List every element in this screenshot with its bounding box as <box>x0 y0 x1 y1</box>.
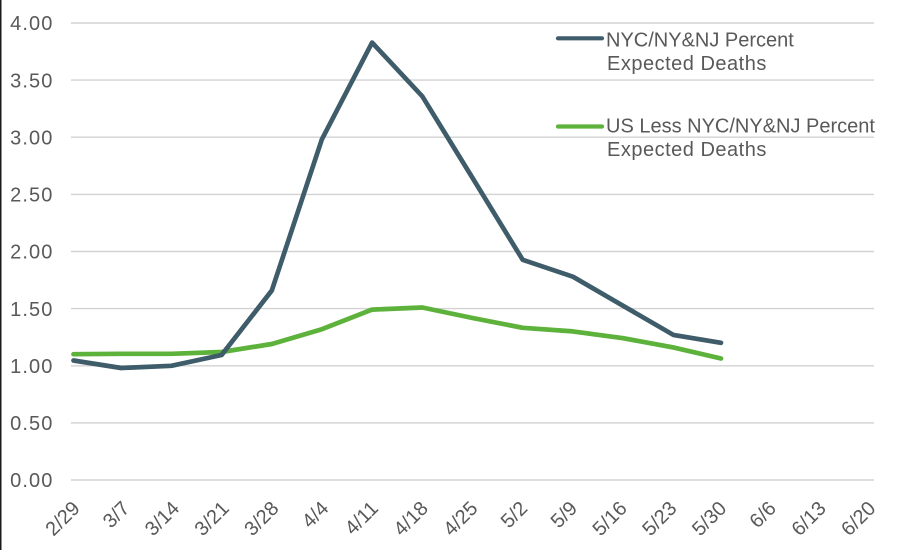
svg-text:3.00: 3.00 <box>10 127 53 149</box>
svg-text:Expected Deaths: Expected Deaths <box>607 139 767 161</box>
svg-text:3.50: 3.50 <box>10 70 53 92</box>
svg-text:Expected Deaths: Expected Deaths <box>607 53 767 75</box>
svg-text:2.00: 2.00 <box>10 242 53 264</box>
svg-text:0.50: 0.50 <box>10 413 53 435</box>
svg-text:1.50: 1.50 <box>10 299 53 321</box>
svg-text:2.50: 2.50 <box>10 185 53 207</box>
svg-text:1.00: 1.00 <box>10 356 53 378</box>
svg-text:0.00: 0.00 <box>10 470 53 492</box>
svg-text:NYC/NY&NJ Percent: NYC/NY&NJ Percent <box>606 30 794 52</box>
svg-text:4.00: 4.00 <box>10 13 53 35</box>
svg-text:US Less NYC/NY&NJ Percent: US Less NYC/NY&NJ Percent <box>606 115 875 137</box>
